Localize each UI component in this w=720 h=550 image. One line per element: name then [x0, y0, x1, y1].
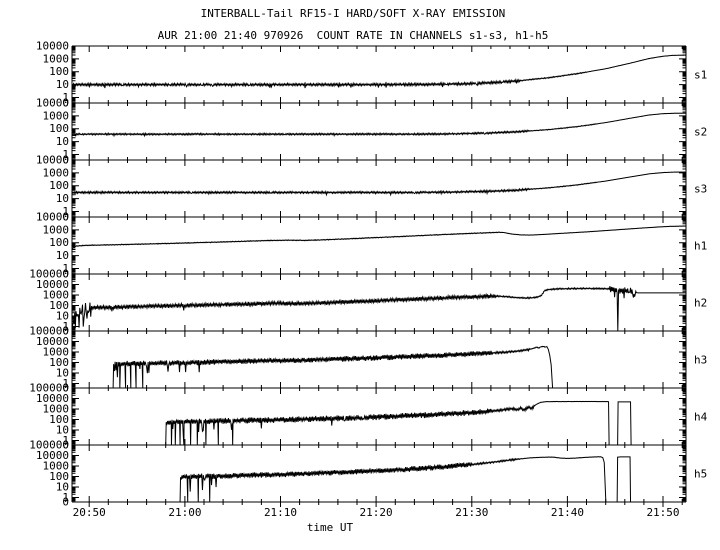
y-tick-label: 100 — [49, 470, 69, 483]
curve-s2 — [71, 112, 687, 138]
y-tick-label: 1000 — [43, 346, 70, 359]
x-tick-label: 21:20 — [360, 506, 393, 519]
x-tick-label: 20:50 — [73, 506, 106, 519]
y-tick-label: 10 — [56, 424, 69, 437]
y-tick-label: 10 — [56, 367, 69, 380]
y-tick-label: 10 — [56, 78, 69, 91]
x-axis-label: time UT — [306, 521, 354, 534]
channel-label-h3: h3 — [694, 354, 707, 367]
y-tick-label: 0 — [62, 97, 69, 110]
y-tick-label: 1000 — [43, 403, 70, 416]
channel-label-h4: h4 — [694, 411, 708, 424]
y-tick-label: 10 — [56, 481, 69, 494]
y-tick-label: 1000 — [43, 166, 70, 179]
channel-label-s1: s1 — [694, 69, 707, 82]
y-tick-label: 100 — [49, 236, 69, 249]
y-tick-label: 100000 — [29, 325, 69, 338]
y-tick-label: 0 — [62, 154, 69, 167]
y-tick-label: 0 — [62, 211, 69, 224]
y-tick-label: 10000 — [36, 335, 69, 348]
curve-h5 — [179, 456, 632, 503]
channel-label-h2: h2 — [694, 297, 707, 310]
curve-h3 — [112, 345, 554, 389]
y-tick-label: 1 — [62, 148, 69, 161]
y-tick-label: 0 — [62, 325, 69, 338]
chart-title: INTERBALL-Tail RF15-I HARD/SOFT X-RAY EM… — [200, 7, 506, 20]
x-tick-label: 21:40 — [551, 506, 584, 519]
y-tick-label: 1000 — [43, 52, 70, 65]
y-tick-label: 100 — [49, 299, 69, 312]
curve-h2 — [71, 286, 686, 332]
x-tick-label: 21:00 — [168, 506, 201, 519]
channel-label-h5: h5 — [694, 468, 707, 481]
curve-s3 — [71, 171, 687, 197]
chart-subtitle: AUR 21:00 21:40 970926 COUNT RATE IN CHA… — [157, 29, 549, 42]
y-tick-label: 1000 — [43, 223, 70, 236]
x-tick-label: 21:10 — [264, 506, 297, 519]
y-tick-label: 0 — [62, 382, 69, 395]
y-tick-label: 10000 — [36, 97, 69, 110]
channel-label-s3: s3 — [694, 183, 707, 196]
channel-label-h1: h1 — [694, 240, 707, 253]
y-tick-label: 100 — [49, 356, 69, 369]
y-tick-label: 1 — [62, 377, 69, 390]
y-tick-label: 100 — [49, 413, 69, 426]
y-tick-label: 10000 — [36, 154, 69, 167]
y-tick-label: 100 — [49, 122, 69, 135]
y-tick-label: 10 — [56, 249, 69, 262]
x-tick-label: 21:30 — [455, 506, 488, 519]
y-tick-label: 10 — [56, 310, 69, 323]
y-tick-label: 100000 — [29, 268, 69, 281]
y-tick-label: 10 — [56, 135, 69, 148]
y-tick-label: 100 — [49, 179, 69, 192]
y-tick-label: 1 — [62, 262, 69, 275]
curve-h4 — [165, 400, 632, 446]
axis-ticks — [72, 45, 686, 507]
y-tick-label: 1 — [62, 205, 69, 218]
y-tick-label: 10000 — [36, 278, 69, 291]
y-tick-label: 10000 — [36, 211, 69, 224]
y-tick-label: 1 — [62, 491, 69, 504]
y-tick-label: 1000 — [43, 109, 70, 122]
y-tick-label: 100000 — [29, 382, 69, 395]
curve-h1 — [71, 225, 687, 250]
curve-s1 — [71, 54, 687, 89]
y-tick-label: 100 — [49, 65, 69, 78]
y-tick-label: 1000 — [43, 460, 70, 473]
y-tick-label: 1 — [62, 91, 69, 104]
y-tick-label: 0 — [62, 496, 69, 509]
y-tick-label: 10000 — [36, 449, 69, 462]
panel-borders — [71, 45, 687, 503]
y-tick-label: 10 — [56, 192, 69, 205]
y-tick-label: 1000 — [43, 289, 70, 302]
y-tick-label: 1 — [62, 434, 69, 447]
y-tick-label: 100000 — [29, 439, 69, 452]
y-tick-label: 0 — [62, 268, 69, 281]
y-tick-label: 0 — [62, 439, 69, 452]
y-tick-label: 1 — [62, 320, 69, 333]
y-tick-label: 10000 — [36, 40, 69, 53]
x-tick-label: 21:50 — [646, 506, 679, 519]
channel-label-s2: s2 — [694, 126, 707, 139]
y-tick-label: 10000 — [36, 392, 69, 405]
